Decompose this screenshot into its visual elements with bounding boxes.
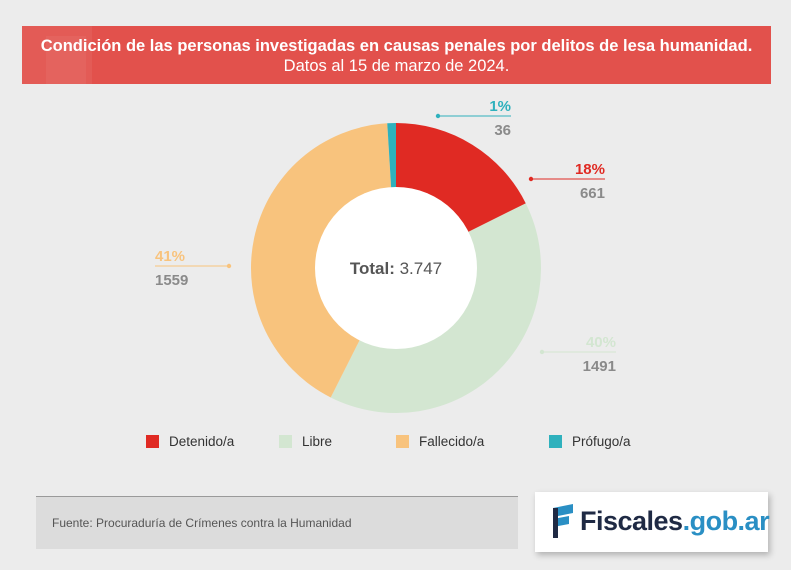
slice-percent-label: 41% (155, 248, 185, 265)
callout-dot (528, 176, 534, 182)
chart-title: Condición de las personas investigadas e… (22, 36, 771, 76)
legend-label: Detenido/a (169, 434, 235, 449)
logo-accent-text: .gob.ar (682, 506, 770, 536)
slice-callouts: 18% 661 40% 1491 41% 1559 1% 36 (155, 98, 616, 375)
legend-label: Libre (302, 434, 333, 449)
legend-swatch (396, 435, 409, 448)
center-total-value: 3.747 (395, 259, 442, 278)
fiscales-logo: Fiscales.gob.ar (535, 492, 770, 552)
legend-label: Prófugo/a (572, 434, 631, 449)
slice-count-label: 1559 (155, 272, 188, 289)
banner-decoration (22, 26, 92, 84)
slice-count-label: 36 (494, 122, 511, 139)
chart-title-bold: Condición de las personas investigadas e… (40, 37, 753, 55)
callout-dot (226, 263, 232, 269)
legend-item-profugo: Prófugo/a (549, 434, 631, 449)
chart-title-date: Datos al 15 de marzo de 2024. (283, 57, 510, 75)
donut-hole (315, 187, 477, 349)
donut-chart: Total: 3.747 18% 661 40% 1491 41% 1559 1% 36 (155, 98, 616, 414)
legend-item-libre: Libre (279, 434, 332, 449)
source-text: Fuente: Procuraduría de Crímenes contra … (52, 516, 352, 530)
callout-dot (435, 113, 441, 119)
center-total-label: Total: 3.747 (350, 259, 442, 278)
legend-label: Fallecido/a (419, 434, 485, 449)
center-total-bold: Total: (350, 259, 395, 278)
slice-count-label: 661 (580, 185, 605, 202)
legend-swatch (146, 435, 159, 448)
slice-percent-label: 1% (489, 98, 511, 115)
legend-swatch (549, 435, 562, 448)
title-banner: Condición de las personas investigadas e… (22, 26, 771, 84)
fiscales-flag-icon (553, 504, 573, 538)
logo-main-text: Fiscales (580, 506, 683, 536)
callout-dot (539, 349, 545, 355)
source-footer: Fuente: Procuraduría de Crímenes contra … (36, 496, 518, 549)
legend-item-fallecido: Fallecido/a (396, 434, 484, 449)
legend-item-detenido: Detenido/a (146, 434, 234, 449)
slice-percent-label: 40% (586, 334, 616, 351)
slice-count-label: 1491 (583, 358, 616, 375)
slice-percent-label: 18% (575, 161, 605, 178)
logo-wordmark: Fiscales.gob.ar (580, 506, 770, 537)
banner-decoration (46, 36, 86, 84)
chart-legend: Detenido/a Libre Fallecido/a Prófugo/a (0, 434, 791, 454)
legend-swatch (279, 435, 292, 448)
